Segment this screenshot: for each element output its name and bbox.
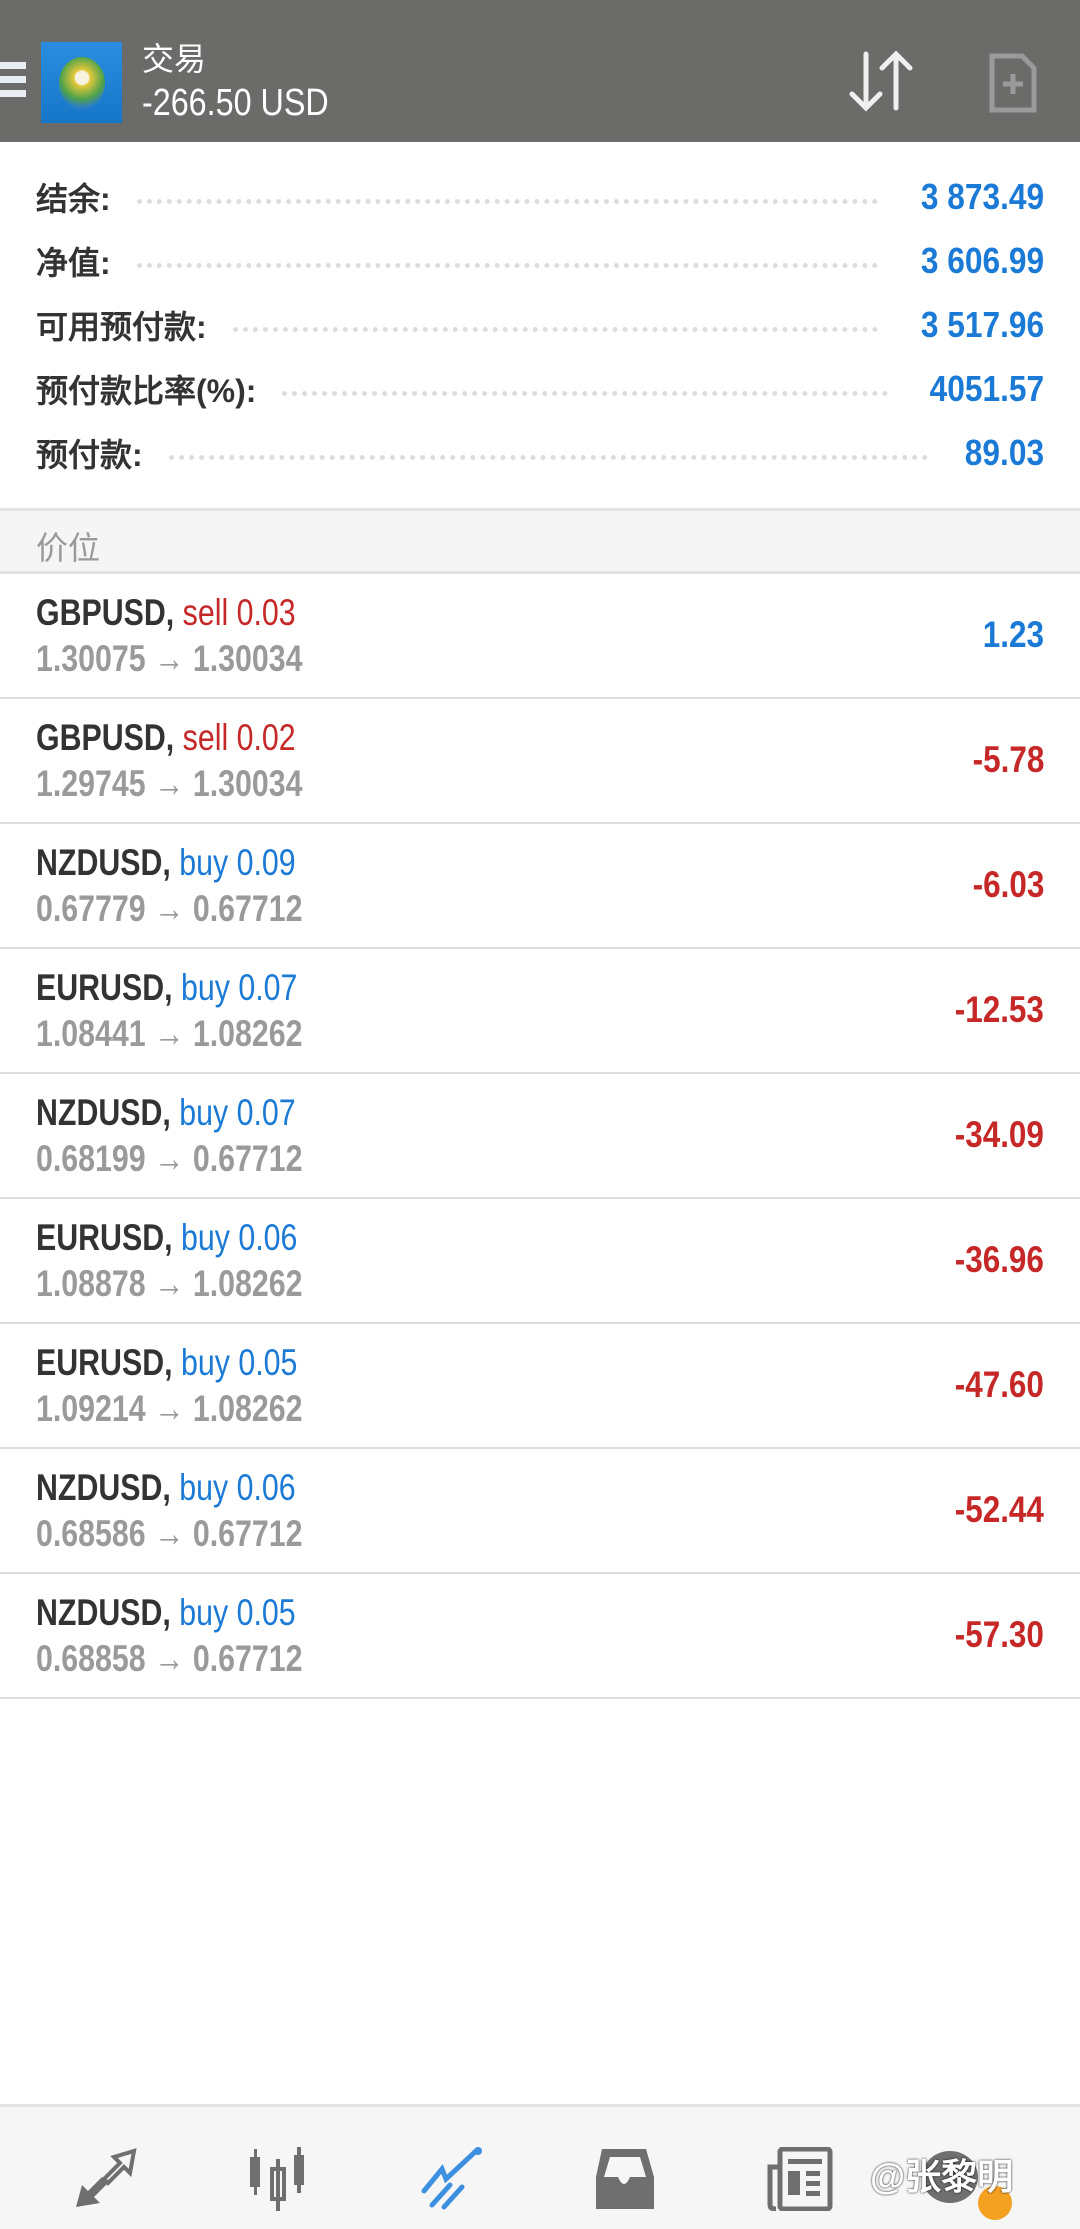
position-row[interactable]: NZDUSD, buy 0.05 0.68858 → 0.67712 -57.30	[0, 1574, 1080, 1699]
summary-margin: 预付款: 89.03	[36, 428, 1044, 478]
order-side-volume: buy 0.07	[179, 1092, 296, 1133]
order-side-volume: sell 0.02	[182, 717, 296, 758]
trade-icon[interactable]	[420, 2147, 490, 2211]
dotted-leader	[136, 262, 878, 268]
account-summary: 结余: 3 873.49 净值: 3 606.99 可用预付款: 3 517.96 预…	[0, 142, 1080, 508]
symbol: NZDUSD,	[36, 842, 171, 883]
open-current-price: 1.09214 → 1.08262	[36, 1388, 303, 1429]
summary-value: 89.03	[964, 432, 1044, 473]
chart-icon[interactable]	[246, 2147, 316, 2211]
summary-label: 可用预付款:	[36, 309, 207, 345]
symbol: EURUSD,	[36, 1217, 173, 1258]
watermark: @张黎明	[870, 2156, 1014, 2197]
dotted-leader	[232, 326, 878, 332]
summary-value: 3 517.96	[920, 304, 1044, 345]
open-current-price: 0.68858 → 0.67712	[36, 1638, 303, 1679]
open-current-price: 1.08441 → 1.08262	[36, 1013, 303, 1054]
summary-equity: 净值: 3 606.99	[36, 236, 1044, 286]
history-icon[interactable]	[592, 2147, 662, 2211]
position-profit: -47.60	[954, 1364, 1044, 1405]
position-title: NZDUSD, buy 0.09	[36, 842, 296, 884]
dotted-leader	[168, 454, 928, 460]
position-row[interactable]: GBPUSD, sell 0.02 1.29745 → 1.30034 -5.78	[0, 699, 1080, 824]
bottom-nav	[0, 2104, 1080, 2229]
position-title: EURUSD, buy 0.06	[36, 1217, 297, 1259]
order-side-volume: buy 0.06	[179, 1467, 296, 1508]
order-side-volume: buy 0.05	[179, 1592, 296, 1633]
page-title: 交易	[142, 41, 207, 77]
summary-label: 预付款比率(%):	[36, 373, 257, 409]
order-side-volume: buy 0.05	[180, 1342, 298, 1383]
position-title: NZDUSD, buy 0.05	[36, 1592, 296, 1634]
symbol: NZDUSD,	[36, 1592, 171, 1633]
open-current-price: 0.67779 → 0.67712	[36, 888, 303, 929]
sort-icon[interactable]	[846, 50, 916, 112]
dotted-leader	[282, 390, 888, 396]
position-profit: -12.53	[954, 989, 1044, 1030]
position-row[interactable]: EURUSD, buy 0.07 1.08441 → 1.08262 -12.53	[0, 949, 1080, 1074]
total-profit: -266.50 USD	[142, 82, 329, 124]
order-side-volume: buy 0.07	[180, 967, 298, 1008]
symbol: GBPUSD,	[36, 717, 175, 758]
chat-icon[interactable]	[920, 2147, 980, 2211]
position-title: NZDUSD, buy 0.06	[36, 1467, 296, 1509]
open-current-price: 0.68586 → 0.67712	[36, 1513, 303, 1554]
open-current-price: 1.08878 → 1.08262	[36, 1263, 303, 1304]
symbol: NZDUSD,	[36, 1467, 171, 1508]
order-side-volume: buy 0.09	[179, 842, 296, 883]
summary-value: 3 873.49	[920, 176, 1044, 217]
order-side-volume: sell 0.03	[182, 592, 296, 633]
position-row[interactable]: GBPUSD, sell 0.03 1.30075 → 1.30034 1.23	[0, 574, 1080, 699]
position-title: NZDUSD, buy 0.07	[36, 1092, 296, 1134]
position-row[interactable]: NZDUSD, buy 0.07 0.68199 → 0.67712 -34.09	[0, 1074, 1080, 1199]
symbol: EURUSD,	[36, 1342, 173, 1383]
position-title: GBPUSD, sell 0.03	[36, 592, 296, 634]
quotes-icon[interactable]	[72, 2147, 142, 2211]
dotted-leader	[136, 198, 878, 204]
menu-icon[interactable]	[0, 62, 26, 104]
symbol: EURUSD,	[36, 967, 173, 1008]
summary-label: 结余:	[36, 181, 111, 217]
section-title: 价位	[36, 530, 101, 566]
open-current-price: 0.68199 → 0.67712	[36, 1138, 303, 1179]
position-row[interactable]: NZDUSD, buy 0.06 0.68586 → 0.67712 -52.44	[0, 1449, 1080, 1574]
summary-balance: 结余: 3 873.49	[36, 172, 1044, 222]
position-profit: -5.78	[972, 739, 1044, 780]
position-profit: 1.23	[982, 614, 1044, 655]
summary-value: 3 606.99	[920, 240, 1044, 281]
positions-section-header: 价位	[0, 508, 1080, 574]
open-current-price: 1.29745 → 1.30034	[36, 763, 303, 804]
position-profit: -36.96	[954, 1239, 1044, 1280]
position-profit: -34.09	[954, 1114, 1044, 1155]
position-row[interactable]: EURUSD, buy 0.06 1.08878 → 1.08262 -36.96	[0, 1199, 1080, 1324]
symbol: GBPUSD,	[36, 592, 175, 633]
summary-label: 预付款:	[36, 437, 143, 473]
symbol: NZDUSD,	[36, 1092, 171, 1133]
position-title: EURUSD, buy 0.05	[36, 1342, 297, 1384]
summary-margin-level: 预付款比率(%): 4051.57	[36, 364, 1044, 414]
positions-list: GBPUSD, sell 0.03 1.30075 → 1.30034 1.23 GB…	[0, 574, 1080, 1699]
summary-label: 净值:	[36, 245, 111, 281]
top-bar: 交易 -266.50 USD	[0, 0, 1080, 142]
position-profit: -6.03	[972, 864, 1044, 905]
news-icon[interactable]	[766, 2147, 836, 2211]
open-current-price: 1.30075 → 1.30034	[36, 638, 303, 679]
notification-badge	[978, 2186, 1012, 2220]
position-row[interactable]: NZDUSD, buy 0.09 0.67779 → 0.67712 -6.03	[0, 824, 1080, 949]
order-side-volume: buy 0.06	[180, 1217, 298, 1258]
position-profit: -52.44	[954, 1489, 1044, 1530]
summary-free-margin: 可用预付款: 3 517.96	[36, 300, 1044, 350]
position-row[interactable]: EURUSD, buy 0.05 1.09214 → 1.08262 -47.60	[0, 1324, 1080, 1449]
position-profit: -57.30	[954, 1614, 1044, 1655]
new-order-icon[interactable]	[988, 52, 1038, 114]
summary-value: 4051.57	[929, 368, 1044, 409]
mt4-logo	[41, 42, 122, 123]
position-title: GBPUSD, sell 0.02	[36, 717, 296, 759]
position-title: EURUSD, buy 0.07	[36, 967, 297, 1009]
